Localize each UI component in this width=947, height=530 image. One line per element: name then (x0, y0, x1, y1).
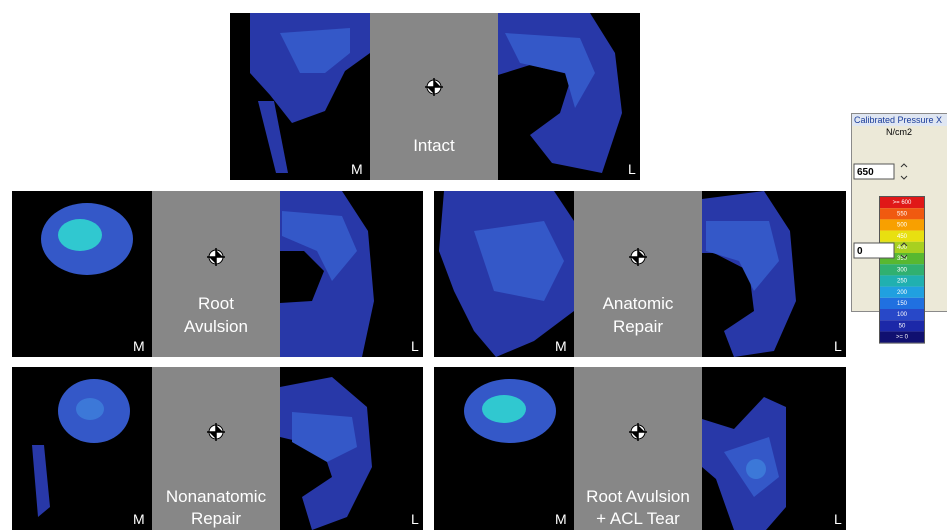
scale-swatch (880, 309, 924, 321)
max-input (853, 163, 895, 180)
pressure-region (474, 221, 564, 301)
medial-label: M (351, 161, 363, 177)
scale-label: 150 (897, 301, 908, 307)
pressure-region (76, 398, 104, 420)
crosshair-icon (629, 248, 647, 266)
legend-title: Calibrated Pressure X (854, 115, 942, 125)
medial-label: M (555, 511, 567, 527)
scale-swatch (880, 197, 924, 209)
scale-swatch (880, 297, 924, 309)
condition-label: Avulsion (184, 317, 248, 336)
pressure-region (258, 101, 288, 173)
pressure-region (282, 211, 357, 281)
min-input-value: 0 (857, 246, 863, 257)
legend-titlebar (852, 114, 947, 126)
scale-label: 450 (897, 234, 908, 240)
pressure-region (280, 28, 350, 73)
pressure-region (32, 445, 50, 517)
scale-label: >= 0 (896, 335, 909, 341)
center-gap (152, 367, 280, 530)
crosshair-icon (207, 248, 225, 266)
center-gap (152, 191, 280, 357)
condition-label: Intact (413, 136, 455, 155)
center-gap (574, 191, 702, 357)
scale-swatch (880, 331, 924, 343)
scale-swatch (880, 219, 924, 231)
lateral-label: L (834, 338, 842, 354)
lateral-label: L (411, 338, 419, 354)
condition-label: Nonanatomic (166, 487, 267, 506)
pressure-region (706, 221, 779, 291)
condition-label: + ACL Tear (596, 509, 680, 528)
scale-swatch (880, 264, 924, 276)
min-input (853, 242, 895, 259)
legend-unit: N/cm2 (886, 127, 912, 137)
condition-label: Repair (191, 509, 241, 528)
spinner (900, 163, 908, 180)
scale-swatch (880, 320, 924, 332)
pressure-panel: Anatomic Repair M L (434, 191, 846, 357)
medial-label: M (133, 511, 145, 527)
pressure-panel: Root Avulsion M L (12, 191, 423, 357)
scale-label: 300 (897, 267, 908, 273)
scale-label: 400 (897, 245, 908, 251)
scale-swatch (880, 241, 924, 253)
condition-label: Repair (613, 317, 663, 336)
lateral-label: L (411, 511, 419, 527)
center-gap (574, 367, 702, 530)
crosshair-icon (207, 423, 225, 441)
spinner (900, 242, 908, 259)
medial-label: M (555, 338, 567, 354)
lateral-label: L (628, 161, 636, 177)
crosshair-icon (425, 78, 443, 96)
scale-swatch (880, 208, 924, 220)
lateral-label: L (834, 511, 842, 527)
condition-label: Root Avulsion (586, 487, 690, 506)
pressure-region (482, 395, 526, 423)
scale-label: 500 (897, 223, 908, 229)
scale-swatch (880, 286, 924, 298)
scale-label: 550 (897, 211, 908, 217)
pressure-region (58, 219, 102, 251)
scale-label: 250 (897, 279, 908, 285)
scale-swatch (880, 253, 924, 265)
scale-label: >= 600 (893, 200, 912, 206)
medial-label: M (133, 338, 145, 354)
pressure-panel: Root Avulsion + ACL Tear M L (434, 367, 846, 530)
condition-label: Root (198, 294, 234, 313)
pressure-legend: Calibrated Pressure X N/cm2 650 >= 600 550 50… (851, 113, 947, 344)
crosshair-icon (629, 423, 647, 441)
scale-label: 50 (899, 323, 906, 329)
condition-label: Anatomic (603, 294, 674, 313)
scale-swatch (880, 275, 924, 287)
center-gap (370, 13, 498, 180)
scale-label: 100 (897, 312, 908, 318)
scale-swatch (880, 230, 924, 242)
pressure-panel: Nonanatomic Repair M L (12, 367, 423, 530)
pressure-panel: Intact M L (230, 13, 640, 180)
max-input-value: 650 (857, 167, 874, 178)
scale-label: 200 (897, 290, 908, 296)
scale-frame (879, 196, 925, 344)
scale-label: 350 (897, 256, 908, 262)
pressure-region (505, 33, 595, 108)
pressure-region (292, 412, 357, 462)
pressure-region (746, 459, 766, 479)
